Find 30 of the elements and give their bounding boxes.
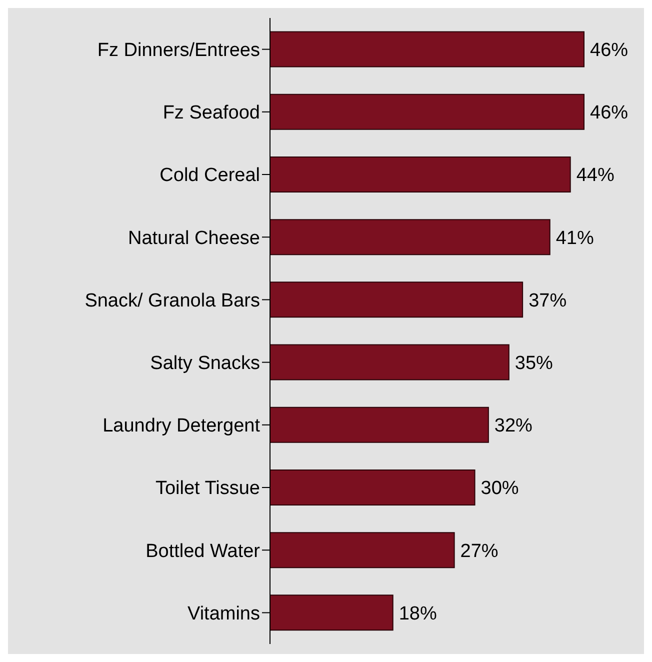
y-tick-label: Toilet Tissue xyxy=(155,478,260,500)
bar xyxy=(270,156,571,192)
data-label: 35% xyxy=(514,353,554,374)
bar xyxy=(270,532,455,568)
data-label: 41% xyxy=(556,228,594,249)
y-tick-label: Fz Dinners/Entrees xyxy=(97,40,260,62)
y-tick-label: Snack/ Granola Bars xyxy=(84,290,260,312)
y-tick-label: Salty Snacks xyxy=(150,353,260,374)
bar xyxy=(270,594,394,631)
data-label: 30% xyxy=(480,478,519,500)
y-tick-label: Natural Cheese xyxy=(128,228,260,249)
y-tick-label: Bottled Water xyxy=(146,540,261,562)
y-tick-label: Cold Cereal xyxy=(160,165,260,186)
bar xyxy=(270,94,584,130)
bar xyxy=(270,31,584,68)
y-tick-label: Fz Seafood xyxy=(162,102,260,124)
y-tick-label: Vitamins xyxy=(187,603,260,624)
data-label: 46% xyxy=(590,40,628,62)
bar xyxy=(270,469,476,506)
data-label: 27% xyxy=(460,540,498,562)
bar xyxy=(270,282,524,318)
data-label: 37% xyxy=(528,290,567,312)
data-label: 44% xyxy=(576,165,614,186)
y-tick-label: Laundry Detergent xyxy=(102,416,261,437)
bar xyxy=(270,344,510,380)
bar xyxy=(270,406,489,443)
bar xyxy=(270,219,550,256)
data-label: 32% xyxy=(494,416,533,437)
data-label: 18% xyxy=(398,603,438,624)
data-label: 46% xyxy=(590,102,628,124)
